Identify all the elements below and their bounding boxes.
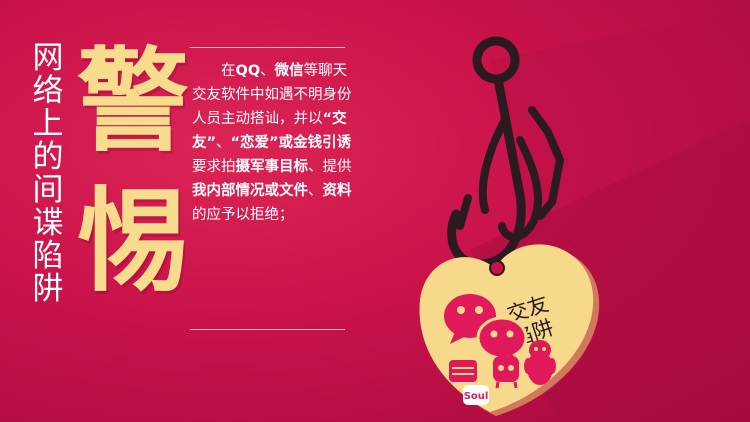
qq-penguin-icon [524, 340, 556, 385]
para-seg-bold: QQ [235, 63, 261, 79]
para-seg: 、提供 [308, 159, 352, 175]
vertical-title-char: 络 [32, 73, 64, 109]
para-seg: 等聊天交友软件中如遇不明身份人员主动搭讪，并以 [192, 63, 352, 127]
momo-icon [493, 356, 519, 389]
para-seg: 、 [308, 183, 323, 199]
vertical-title: 网 络 上 的 间 谍 陷 阱 [27, 42, 69, 306]
vertical-title-char: 上 [32, 106, 64, 142]
para-seg: 在 [221, 63, 236, 79]
divider-bottom [190, 329, 345, 330]
vertical-title-char: 间 [32, 172, 64, 208]
para-seg: 的应予以拒绝； [192, 207, 294, 223]
vertical-title-char: 的 [32, 139, 64, 175]
divider-top [190, 47, 345, 48]
warning-paragraph: 在QQ、微信等聊天交友软件中如遇不明身份人员主动搭讪，并以“交友”、“恋爱”或金… [192, 59, 352, 227]
vertical-title-char: 陷 [32, 238, 64, 274]
vertical-title-char: 网 [32, 40, 64, 76]
soul-app-icon: Soul [463, 385, 489, 405]
app-square-icon [449, 360, 477, 382]
vertical-title-char: 阱 [32, 271, 64, 307]
hook-heart-illustration: 交友 陷阱 [419, 10, 750, 422]
para-seg-bold: 摄军事目标 [235, 159, 309, 175]
para-seg: 要求拍 [192, 159, 236, 175]
para-seg-bold: “恋爱” [230, 135, 279, 151]
soul-badge-text: Soul [464, 391, 489, 402]
para-seg: 、 [216, 135, 231, 151]
para-seg-bold: 微信 [274, 63, 304, 79]
para-seg-bold: 资料 [322, 183, 352, 199]
big-char-jing: 警 [77, 37, 189, 167]
big-char-ti: 惕 [77, 177, 189, 307]
para-seg-bold: “交友” [192, 111, 347, 151]
para-seg-bold: 我内部情况或文件 [192, 183, 308, 199]
para-seg: 、 [260, 63, 275, 79]
para-seg-bold: 或金钱引诱 [278, 135, 352, 151]
vertical-title-char: 谍 [32, 205, 64, 241]
